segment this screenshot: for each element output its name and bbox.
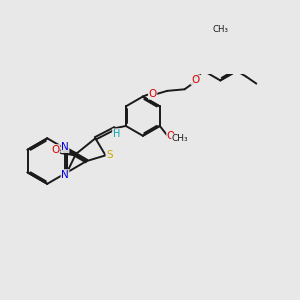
- Text: O: O: [148, 89, 157, 99]
- Text: O: O: [167, 131, 175, 141]
- Text: O: O: [191, 75, 200, 85]
- Text: H: H: [112, 129, 120, 139]
- Text: N: N: [61, 142, 69, 152]
- Text: S: S: [106, 150, 112, 161]
- Text: N: N: [61, 170, 69, 180]
- Text: CH₃: CH₃: [172, 134, 188, 143]
- Text: O: O: [51, 145, 60, 155]
- Text: CH₃: CH₃: [212, 25, 228, 34]
